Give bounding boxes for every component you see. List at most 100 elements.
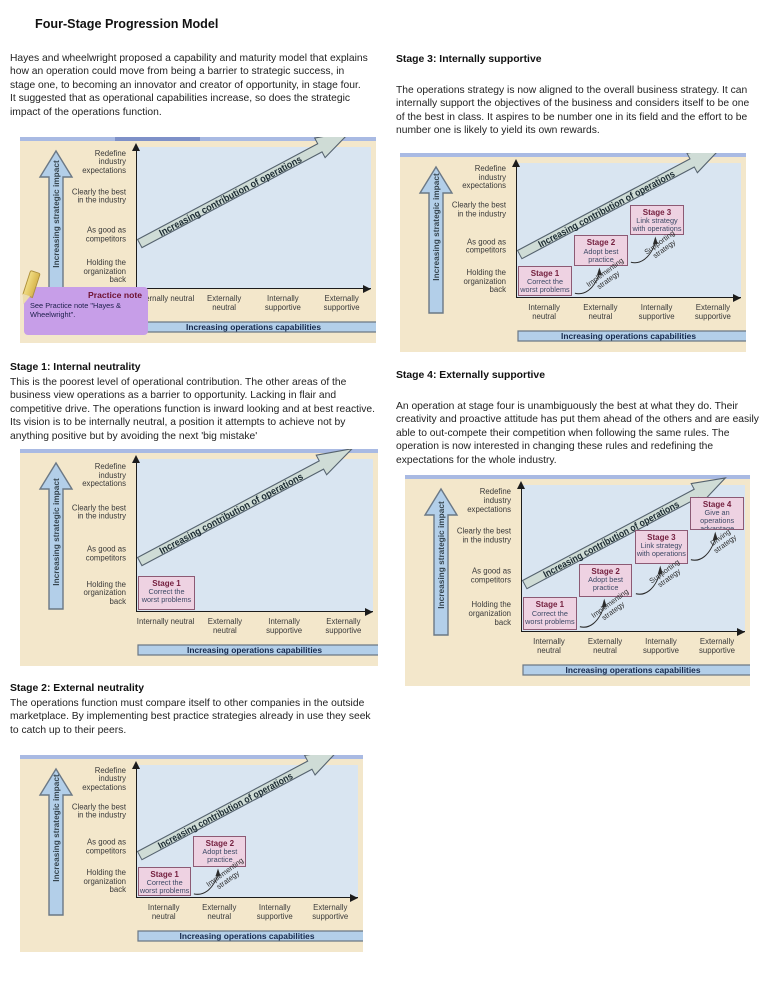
- stage-box-body: Correct the worst problems: [525, 608, 575, 626]
- stage-box-title: Stage 3: [647, 533, 676, 543]
- transition-arrow: [579, 599, 607, 629]
- x-axis-label: Internally supportive: [266, 617, 303, 636]
- page-title: Four-Stage Progression Model: [35, 17, 219, 31]
- practice-note-text: See Practice note "Hayes & Wheelwright".: [30, 301, 121, 320]
- x-axis-label: Externally neutral: [587, 637, 623, 656]
- stage-box-title: Stage 1: [535, 600, 565, 610]
- y-axis-label: Holding the organization back: [468, 600, 511, 627]
- x-axis-labels: Internally neutral Externally neutral In…: [136, 617, 373, 636]
- stage-box-body: Give an operations advantage: [700, 507, 735, 531]
- y-axis-labels: Redefine industry expectations Clearly t…: [446, 163, 510, 298]
- plot-area: Increasing contribution of operations St…: [131, 755, 358, 902]
- y-axis-label: Holding the organization back: [463, 267, 506, 295]
- increasing-contribution-arrow: Increasing contribution of operations: [137, 137, 353, 248]
- stage-box-title: Stage 1: [150, 869, 179, 879]
- y-axis-label: Redefine industry expectations: [462, 163, 506, 191]
- increasing-operations-capabilities-arrow: [517, 330, 746, 342]
- stage1-box: Stage 1 Correct the worst problems: [138, 576, 195, 610]
- stage2-diagram: Increasing strategic impact Redefine ind…: [20, 755, 363, 952]
- stage4-diagram: Increasing strategic impact Redefine ind…: [405, 475, 750, 686]
- plot-area: Increasing contribution of operations St…: [511, 153, 741, 302]
- y-axis-label: As good as competitors: [85, 837, 126, 856]
- x-axis-label: Internally neutral: [136, 294, 195, 304]
- increasing-strategic-impact-arrow: [418, 165, 454, 314]
- y-axis-labels: Redefine industry expectations Clearly t…: [451, 485, 515, 632]
- x-axis-labels: Internally neutral Externally neutral In…: [521, 637, 745, 656]
- stage2-box: Stage 2 Adopt best practice: [193, 836, 247, 867]
- x-axis-label: Internally supportive: [264, 294, 301, 313]
- stage1-paragraph: This is the poorest level of operational…: [10, 377, 375, 442]
- stage4-heading: Stage 4: Externally supportive: [396, 370, 545, 381]
- y-axis-label: Redefine industry expectations: [82, 765, 126, 792]
- stage-box-body: Correct the worst problems: [139, 877, 190, 895]
- x-axis-label: Externally neutral: [207, 617, 242, 636]
- stage3-paragraph: The operations strategy is now aligned t…: [396, 85, 750, 137]
- stage1-box: Stage 1 Correct the worst problems: [523, 597, 577, 630]
- y-axis-labels: Redefine industry expectations Clearly t…: [66, 459, 130, 612]
- y-axis-label: Holding the organization back: [83, 257, 126, 285]
- stage-box-title: Stage 3: [642, 207, 672, 217]
- y-axis-label: As good as competitors: [470, 566, 511, 585]
- y-axis-label: Redefine industry expectations: [82, 461, 126, 489]
- stage2-box: Stage 2 Adopt best practice: [574, 235, 628, 267]
- stage-box-title: Stage 2: [591, 566, 620, 576]
- stage-box-title: Stage 2: [205, 839, 235, 849]
- stage-box-body: Correct the worst problems: [141, 587, 192, 605]
- stage3-box: Stage 3 Link strategy with operations: [630, 204, 684, 236]
- window-strip: [400, 153, 746, 157]
- stage1-diagram: Increasing strategic impact Redefine ind…: [20, 449, 378, 666]
- intro-paragraph: Hayes and wheelwright proposed a capabil…: [10, 53, 368, 118]
- stage4-box: Stage 4 Give an operations advantage: [690, 496, 744, 531]
- y-axis-label: Holding the organization back: [83, 867, 126, 895]
- y-axis-label: Redefine industry expectations: [82, 148, 126, 175]
- practice-note: Practice note See Practice note "Hayes &…: [22, 269, 148, 335]
- plot-area: Increasing contribution of operations: [131, 137, 371, 293]
- x-axis-label: Externally supportive: [312, 903, 349, 922]
- y-axis-labels: Redefine industry expectations Clearly t…: [66, 147, 130, 289]
- x-axis-arrow-label: Increasing operations capabilities: [561, 331, 696, 341]
- stage3-diagram: Increasing strategic impact Redefine ind…: [400, 153, 746, 352]
- x-axis-arrow-label: Increasing operations capabilities: [179, 931, 315, 941]
- stage-box-body: Adopt best practice: [588, 575, 624, 593]
- stage1-box: Stage 1 Correct the worst problems: [518, 266, 572, 296]
- stage2-heading: Stage 2: External neutrality: [10, 683, 144, 694]
- stage2-box: Stage 2 Adopt best practice: [578, 563, 633, 598]
- plot-area: Increasing contribution of operations St…: [131, 449, 373, 616]
- plot-area: Increasing contribution of operations St…: [516, 476, 745, 636]
- increasing-strategic-impact-arrow: [423, 487, 459, 636]
- stage-box-title: Stage 4: [702, 499, 732, 509]
- y-axis-arrow-label: Increasing strategic impact: [51, 773, 61, 882]
- window-strip-segment: [115, 137, 200, 141]
- y-axis-label: Clearly the best in the industry: [456, 526, 511, 545]
- x-axis-label: Externally neutral: [583, 303, 618, 322]
- increasing-strategic-impact-arrow: [38, 767, 74, 916]
- stage-box-body: Adopt best practice: [202, 847, 238, 865]
- x-axis-labels: Internally neutral Externally neutral In…: [136, 294, 371, 313]
- window-strip: [405, 475, 750, 479]
- x-axis-label: Externally supportive: [323, 294, 360, 313]
- window-strip: [20, 755, 363, 759]
- increasing-strategic-impact-arrow: [38, 461, 74, 610]
- y-axis-label: Holding the organization back: [83, 579, 126, 606]
- increasing-contribution-arrow: Increasing contribution of operations: [137, 449, 355, 567]
- diagonal-arrow-label: Increasing contribution of operations: [158, 153, 304, 237]
- y-axis-label: Clearly the best in the industry: [71, 502, 126, 521]
- stage-box-title: Stage 2: [586, 238, 616, 248]
- x-axis-label: Internally supportive: [256, 903, 293, 922]
- stage3-box: Stage 3 Link strategy with operations: [634, 530, 689, 564]
- stage4-paragraph: An operation at stage four is unambiguou…: [396, 401, 759, 466]
- stage3-heading: Stage 3: Internally supportive: [396, 54, 542, 65]
- y-axis-arrow-label: Increasing strategic impact: [436, 500, 446, 609]
- x-axis-label: Externally neutral: [202, 903, 237, 922]
- stage1-heading: Stage 1: Internal neutrality: [10, 362, 141, 373]
- x-axis-label: Externally neutral: [207, 294, 242, 313]
- stage-box-body: Link strategy with operations: [632, 215, 682, 233]
- stage-box-body: Correct the worst problems: [520, 277, 570, 295]
- y-axis-label: Redefine industry expectations: [467, 487, 511, 514]
- stage-box-title: Stage 1: [530, 269, 560, 279]
- y-axis-label: As good as competitors: [85, 225, 126, 244]
- transition-arrow: [691, 531, 718, 561]
- overview-diagram: Increasing strategic impact Redefine ind…: [20, 137, 376, 343]
- window-strip: [20, 449, 378, 453]
